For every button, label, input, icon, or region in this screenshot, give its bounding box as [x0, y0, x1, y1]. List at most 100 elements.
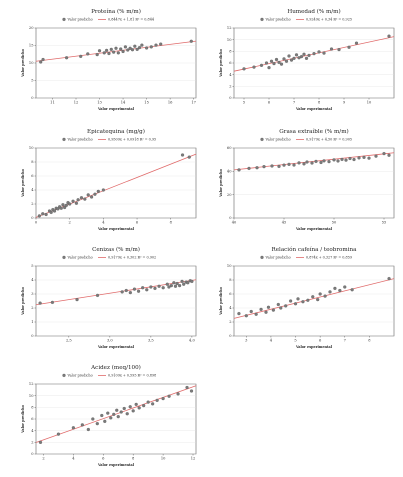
data-point — [289, 58, 294, 62]
data-point — [314, 159, 318, 164]
data-point — [264, 61, 269, 65]
data-point — [169, 283, 173, 288]
data-point — [97, 49, 102, 53]
y-tick-label: 2 — [31, 202, 33, 206]
data-point — [350, 288, 354, 292]
plot-area — [35, 147, 197, 219]
x-tick-label: 11 — [50, 101, 55, 105]
x-tick-label: 50 — [332, 221, 337, 225]
data-point — [64, 56, 69, 60]
data-point — [122, 406, 126, 411]
data-point — [74, 201, 79, 205]
x-tick-label: 12 — [74, 101, 79, 105]
x-axis-label: Valor experimental — [97, 345, 135, 349]
scatter-chart: Grasa extraíble (% m/m) Valor predicho 0,9… — [219, 128, 395, 231]
data-point — [153, 286, 157, 291]
y-tick-label: 2 — [31, 306, 33, 310]
data-point — [237, 311, 241, 316]
y-tick-label: 1 — [31, 320, 33, 324]
data-point — [120, 290, 124, 294]
legend-label-fit: 0,9179x + 0,302 R² = 0,902 — [108, 256, 156, 260]
data-point — [301, 300, 305, 304]
data-point — [134, 402, 138, 407]
legend-label-fit: 0,9509x + 0,0918 R² = 0,95 — [108, 138, 156, 142]
y-tick-label: 60 — [227, 146, 232, 150]
y-axis-label: Valor predicho — [219, 168, 223, 198]
data-point — [89, 195, 94, 199]
data-point — [282, 163, 286, 167]
legend-label-points: Valor predicho — [67, 256, 93, 260]
fit-line — [233, 278, 395, 319]
x-tick-label: 40 — [232, 221, 237, 225]
data-point — [387, 153, 391, 157]
data-point — [173, 284, 178, 288]
data-point — [151, 402, 155, 406]
legend-label-points: Valor predicho — [265, 138, 291, 142]
data-point — [96, 189, 100, 194]
x-tick-label: 45 — [282, 221, 287, 225]
legend-point-marker — [62, 373, 66, 377]
data-point — [63, 205, 67, 210]
data-point — [125, 412, 129, 416]
x-tick-label: 10 — [367, 101, 372, 105]
plot-area — [233, 147, 395, 219]
legend-label-fit: 0,9249x + 0,34 R² = 0,925 — [306, 18, 352, 22]
x-tick-label: 15 — [144, 101, 149, 105]
legend-label-fit: 0,9109x + 0,595 R² = 0,898 — [108, 374, 156, 378]
y-axis-label: Valor predicho — [21, 48, 25, 78]
data-point — [269, 59, 274, 63]
data-point — [145, 288, 149, 292]
legend-label-fit: 0,9179x + 4,50 R² = 0,905 — [306, 138, 352, 142]
data-point — [305, 160, 309, 164]
y-tick-label: 12 — [29, 382, 34, 386]
y-tick-label: 0 — [31, 216, 34, 220]
y-tick-label: 3 — [31, 292, 34, 296]
data-point — [76, 198, 80, 202]
data-point — [352, 157, 356, 162]
x-tick-label: 12 — [191, 457, 196, 461]
data-point — [189, 389, 194, 393]
data-point — [141, 286, 145, 290]
chart-title: Acidez (meq/100) — [90, 364, 141, 371]
x-tick-label: 17 — [191, 101, 196, 105]
x-axis-label: Valor experimental — [97, 227, 135, 231]
data-point — [112, 50, 116, 54]
data-point — [100, 413, 104, 418]
y-tick-label: 10 — [29, 146, 34, 150]
data-point — [79, 196, 84, 200]
data-point — [172, 281, 176, 285]
legend-point-marker — [260, 17, 264, 21]
y-tick-label: 0 — [31, 96, 34, 100]
y-axis-label: Valor predicho — [219, 286, 223, 316]
data-point — [277, 164, 281, 169]
data-point — [119, 47, 123, 51]
y-tick-label: 8 — [229, 50, 232, 54]
data-point — [242, 67, 246, 71]
data-point — [119, 410, 123, 414]
y-tick-label: 12 — [227, 26, 232, 30]
data-point — [38, 301, 42, 305]
fit-line — [233, 152, 395, 171]
x-tick-label: 4 — [72, 457, 75, 461]
data-point — [161, 396, 165, 401]
fit-line — [35, 279, 197, 306]
data-point — [136, 289, 141, 293]
data-point — [41, 212, 45, 216]
legend-label-points: Valor predicho — [265, 18, 291, 22]
data-point — [107, 51, 111, 56]
data-point — [128, 46, 132, 50]
data-point — [276, 302, 280, 307]
data-point — [274, 57, 279, 62]
data-point — [323, 294, 327, 298]
data-point — [68, 202, 72, 206]
y-tick-label: 10 — [227, 264, 232, 268]
data-point — [177, 283, 182, 288]
data-point — [284, 304, 288, 308]
y-tick-label: 6 — [31, 417, 34, 421]
data-point — [311, 295, 315, 299]
legend-label-points: Valor predicho — [67, 138, 93, 142]
data-point — [86, 427, 90, 432]
data-point — [357, 156, 361, 160]
data-point — [187, 155, 191, 159]
data-point — [95, 52, 99, 57]
